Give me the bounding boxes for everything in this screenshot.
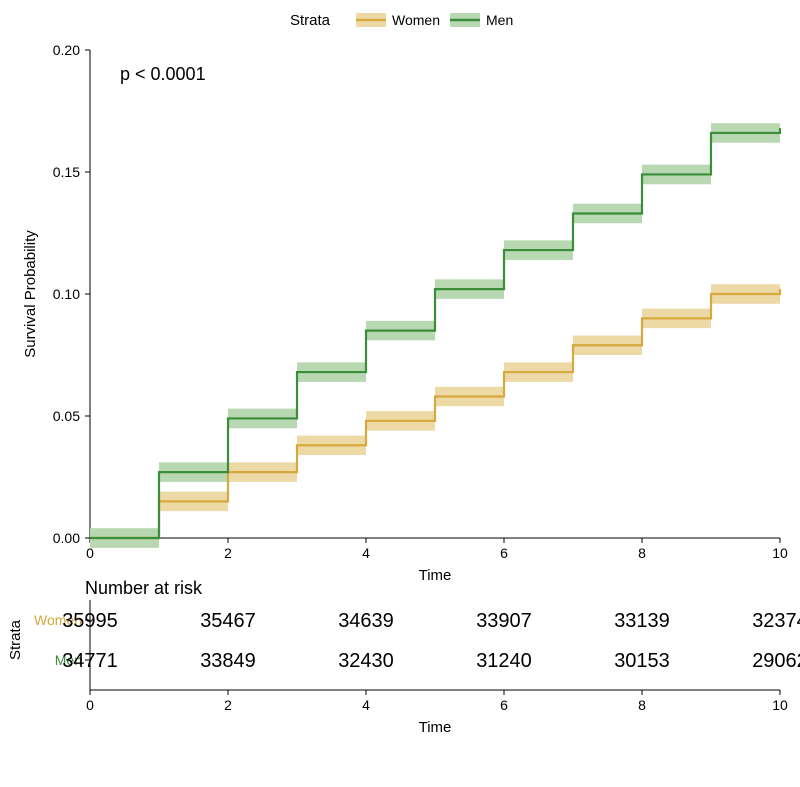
risk-value: 29062 — [752, 650, 800, 672]
risk-x-axis-title: Time — [419, 719, 452, 736]
x-tick-label: 2 — [224, 545, 232, 561]
x-tick-label: 8 — [638, 545, 646, 561]
risk-value: 30153 — [614, 650, 670, 672]
risk-value: 35467 — [200, 610, 256, 632]
risk-value: 33849 — [200, 650, 256, 672]
legend-label: Women — [392, 12, 440, 28]
x-tick-label: 10 — [772, 545, 788, 561]
risk-value: 32430 — [338, 650, 394, 672]
risk-x-tick-label: 2 — [224, 697, 232, 713]
legend: Strata Women Men — [290, 12, 513, 29]
y-tick-label: 0.15 — [53, 164, 80, 180]
risk-table-title: Number at risk — [85, 578, 203, 598]
x-tick-label: 6 — [500, 545, 508, 561]
chart-svg: Strata Women Men 0 2 4 6 8 10 0.00 0.05 0.10 0.15 0.2… — [0, 0, 800, 787]
ci-band-men — [90, 118, 780, 547]
legend-title: Strata — [290, 12, 331, 29]
y-tick-label: 0.10 — [53, 286, 80, 302]
risk-value: 33139 — [614, 610, 670, 632]
x-tick-label: 4 — [362, 545, 370, 561]
risk-x-tick-label: 8 — [638, 697, 646, 713]
risk-x-tick-label: 6 — [500, 697, 508, 713]
y-tick-label: 0.05 — [53, 408, 80, 424]
legend-label: Men — [486, 12, 513, 28]
p-value-annotation: p < 0.0001 — [120, 64, 206, 84]
risk-value: 31240 — [476, 650, 532, 672]
risk-y-axis-title: Strata — [7, 619, 24, 660]
y-tick-label: 0.00 — [53, 530, 80, 546]
risk-x-tick-label: 0 — [86, 697, 94, 713]
y-tick-label: 0.20 — [53, 42, 80, 58]
survival-chart-canvas: { "legend": { "title": "Strata", "items"… — [0, 0, 800, 787]
risk-value: 34639 — [338, 610, 394, 632]
risk-x-tick-label: 4 — [362, 697, 370, 713]
risk-value: 33907 — [476, 610, 532, 632]
x-axis-title: Time — [419, 567, 452, 584]
risk-x-tick-label: 10 — [772, 697, 788, 713]
risk-value: 32374 — [752, 610, 800, 632]
y-axis-title: Survival Probability — [22, 230, 39, 358]
